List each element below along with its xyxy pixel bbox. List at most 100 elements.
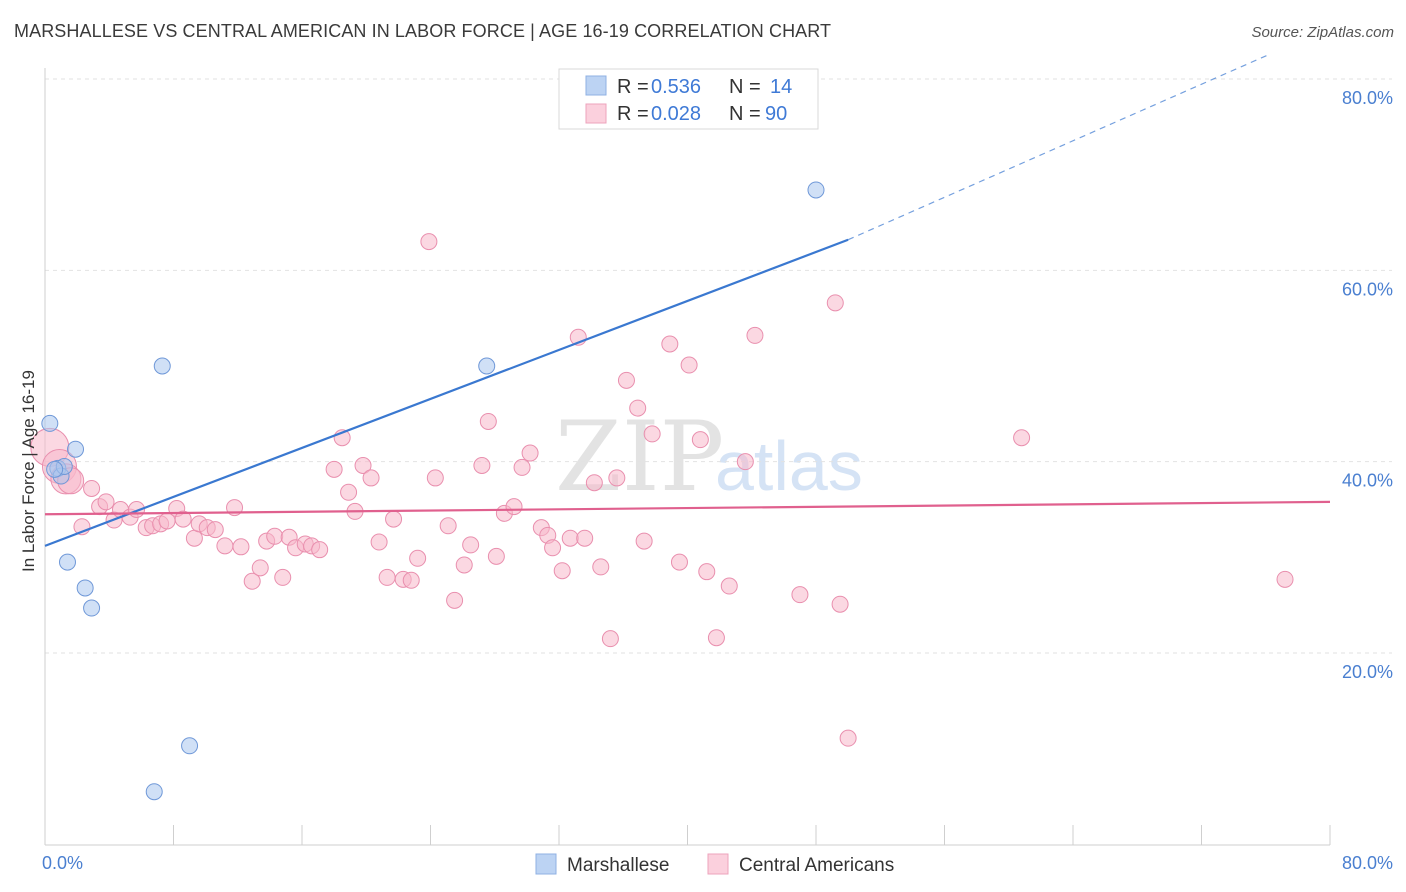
central-american-point xyxy=(629,399,647,417)
central-american-point xyxy=(354,456,372,474)
central-american-point xyxy=(505,498,523,516)
legend-n-value-1: 90 xyxy=(765,103,787,125)
central-american-point xyxy=(378,568,396,586)
central-american-point xyxy=(698,563,716,581)
y-tick-label: 20.0% xyxy=(1342,662,1393,682)
central-american-point xyxy=(311,541,329,559)
central-american-point xyxy=(479,412,497,430)
y-axis-label: In Labor Force | Age 16-19 xyxy=(19,370,38,572)
central-american-point xyxy=(746,326,764,344)
marshallese-point xyxy=(478,357,496,375)
legend-r-value-1: 0.028 xyxy=(651,103,701,125)
central-american-point xyxy=(325,460,343,478)
central-american-point xyxy=(340,483,358,501)
central-american-point xyxy=(409,549,427,567)
central-american-point xyxy=(362,469,380,487)
watermark-zip: ZIP xyxy=(555,401,724,513)
bottom-legend-swatch-marshallese xyxy=(535,853,557,875)
central-american-point xyxy=(585,474,603,492)
legend-r-label-0: R = xyxy=(617,76,649,98)
legend-r-value-0: 0.536 xyxy=(651,76,701,98)
central-american-point xyxy=(544,539,562,557)
legend-r-label-1: R = xyxy=(617,103,649,125)
central-american-point xyxy=(473,456,491,474)
central-american-point xyxy=(680,356,698,374)
gridlines xyxy=(45,78,1392,654)
legend-swatch-central-americans xyxy=(585,103,607,124)
central-american-point xyxy=(791,586,809,604)
central-american-point xyxy=(455,556,473,574)
central-american-point xyxy=(691,431,709,449)
central-american-point xyxy=(670,553,688,571)
central-american-point xyxy=(561,529,579,547)
marshallese-point xyxy=(67,440,85,458)
marshallese-point xyxy=(153,357,171,375)
bottom-legend-label-marshallese: Marshallese xyxy=(567,855,669,876)
central-american-point xyxy=(251,559,269,577)
central-american-point xyxy=(462,536,480,554)
central-american-point xyxy=(736,453,754,471)
central-american-point xyxy=(97,493,115,511)
central-american-point xyxy=(839,729,857,747)
central-american-point xyxy=(592,558,610,576)
chart-source: Source: ZipAtlas.com xyxy=(1251,24,1394,41)
central-american-point xyxy=(617,371,635,389)
central-american-point xyxy=(707,629,725,647)
central-american-point xyxy=(601,630,619,648)
central-american-point xyxy=(216,537,234,555)
marshallese-trend-line xyxy=(44,238,849,547)
series-legend: Marshallese Central Americans xyxy=(535,853,894,876)
central-american-point xyxy=(661,335,679,353)
bottom-legend-label-central-americans: Central Americans xyxy=(739,855,894,876)
central-american-point xyxy=(635,532,653,550)
central-american-point xyxy=(608,469,626,487)
y-tick-label: 80.0% xyxy=(1342,88,1393,108)
central-american-point xyxy=(513,458,531,476)
central-americans-trend-line xyxy=(44,500,1331,516)
chart-title: MARSHALLESE VS CENTRAL AMERICAN IN LABOR… xyxy=(14,21,832,41)
central-american-point xyxy=(1013,429,1031,447)
central-american-point xyxy=(83,479,101,497)
legend-n-label-0: N = xyxy=(729,76,761,98)
central-american-point xyxy=(274,568,292,586)
central-american-point xyxy=(206,521,224,539)
legend-swatch-marshallese xyxy=(585,75,607,96)
marshallese-point xyxy=(145,783,163,801)
central-american-point xyxy=(487,547,505,565)
central-american-point xyxy=(720,577,738,595)
central-american-point xyxy=(439,517,457,535)
central-american-point xyxy=(643,425,661,443)
central-american-point xyxy=(521,444,539,462)
watermark-atlas: atlas xyxy=(715,427,863,505)
central-american-point xyxy=(402,571,420,589)
y-tick-label: 40.0% xyxy=(1342,471,1393,491)
central-american-point xyxy=(185,529,203,547)
central-american-point xyxy=(243,572,261,590)
marshallese-trend-extension xyxy=(847,53,1271,241)
marshallese-point xyxy=(181,737,199,755)
central-american-point xyxy=(370,533,388,551)
stats-legend: R = 0.536 N = 14 R = 0.028 N = 90 xyxy=(558,68,819,130)
central-american-point xyxy=(232,538,250,556)
trend-lines xyxy=(44,53,1331,547)
legend-n-label-1: N = xyxy=(729,103,761,125)
marshallese-point xyxy=(807,181,825,199)
central-american-point xyxy=(174,510,192,528)
x-tick-label-end: 80.0% xyxy=(1342,853,1393,873)
legend-n-value-0: 14 xyxy=(770,76,792,98)
y-tick-label: 60.0% xyxy=(1342,279,1393,299)
central-american-point xyxy=(420,233,438,251)
central-american-point xyxy=(446,591,464,609)
central-american-point xyxy=(385,510,403,528)
x-tick-label-start: 0.0% xyxy=(42,853,83,873)
central-american-point xyxy=(1276,570,1294,588)
marshallese-point xyxy=(46,460,64,478)
central-american-point xyxy=(266,527,284,545)
central-american-point xyxy=(576,529,594,547)
central-american-point xyxy=(426,469,444,487)
bottom-legend-swatch-central-americans xyxy=(707,853,729,875)
central-american-point xyxy=(831,595,849,613)
central-american-point xyxy=(826,294,844,312)
data-points xyxy=(30,181,1294,801)
